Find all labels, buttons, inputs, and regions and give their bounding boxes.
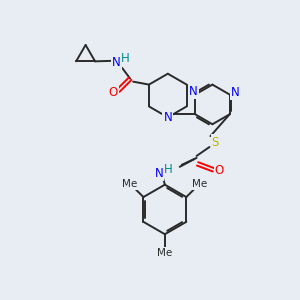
Text: Me: Me — [192, 179, 208, 189]
Text: N: N — [112, 56, 121, 69]
Text: H: H — [121, 52, 130, 65]
Text: Me: Me — [122, 179, 137, 189]
Text: N: N — [231, 86, 240, 99]
Text: S: S — [212, 136, 219, 148]
Text: Me: Me — [157, 248, 172, 258]
Text: O: O — [109, 86, 118, 99]
Text: N: N — [189, 85, 198, 98]
Text: O: O — [215, 164, 224, 177]
Text: N: N — [154, 167, 163, 180]
Text: N: N — [164, 111, 172, 124]
Text: H: H — [164, 163, 172, 176]
